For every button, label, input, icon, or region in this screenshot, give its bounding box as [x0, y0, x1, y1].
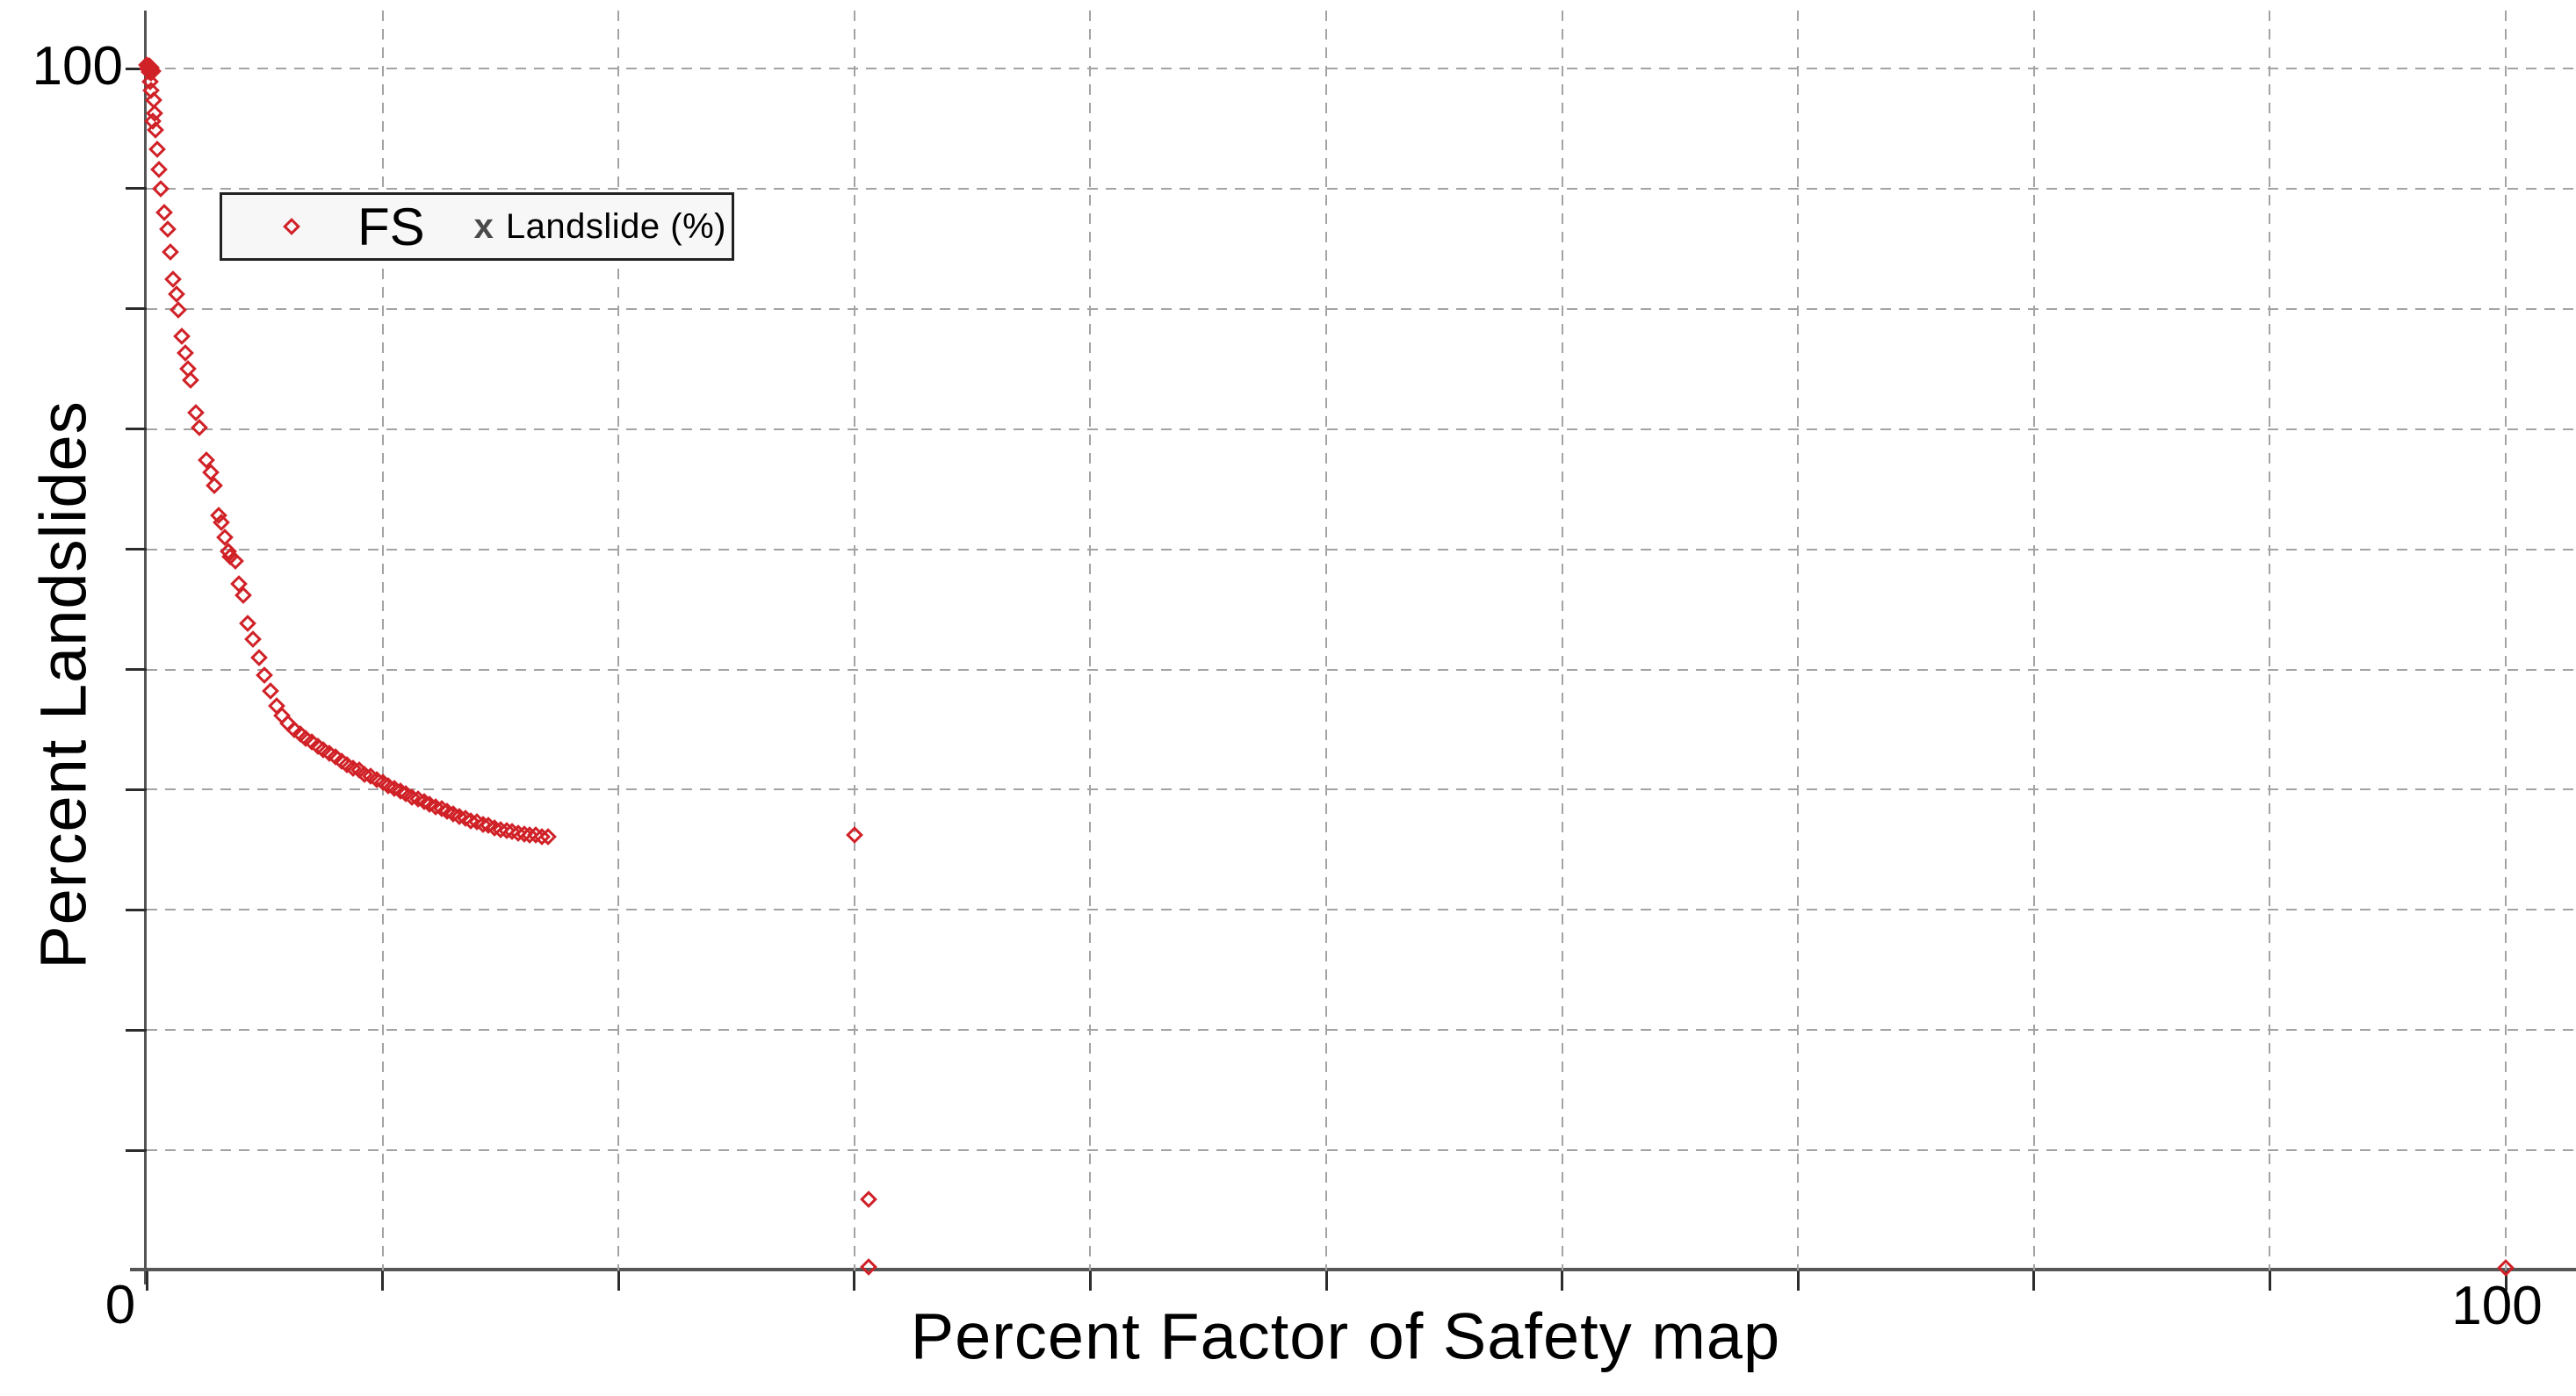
x-axis-tick [2032, 1271, 2036, 1291]
legend: FS x Landslide (%) [220, 192, 734, 261]
legend-fs-label: FS [357, 197, 425, 256]
y-axis-tick [126, 428, 147, 431]
gridline-horizontal [147, 788, 2576, 791]
gridline-horizontal [147, 1149, 2576, 1152]
data-point [860, 1191, 877, 1209]
gridline-horizontal [147, 428, 2576, 430]
data-point [249, 648, 268, 666]
gridline-vertical [2269, 11, 2271, 1270]
y-axis-tick [126, 1148, 147, 1152]
y-axis-line [144, 11, 147, 1284]
data-point [205, 477, 223, 494]
origin-tick-label: 0 [105, 1275, 136, 1335]
gridline-vertical [1561, 11, 1563, 1270]
gridline-horizontal [147, 187, 2576, 190]
y-axis-tick-label-100: 100 [32, 36, 123, 97]
x-axis-tick [2268, 1271, 2271, 1291]
gridline-horizontal [147, 68, 2576, 69]
data-point [161, 243, 179, 262]
gridline-horizontal [147, 668, 2576, 671]
x-axis-title: Percent Factor of Safety map [910, 1299, 1781, 1373]
x-axis-tick [1324, 1271, 1328, 1291]
data-point [148, 140, 166, 158]
gridline-horizontal [147, 1029, 2576, 1032]
y-axis-title: Percent Landslides [26, 400, 100, 969]
data-point [167, 285, 185, 304]
gridline-vertical [1797, 11, 1800, 1270]
x-axis-tick [145, 1271, 148, 1291]
data-point [155, 204, 174, 222]
y-axis-tick [126, 788, 147, 791]
gridline-vertical [1325, 11, 1327, 1270]
data-point [2497, 1259, 2515, 1277]
gridline-horizontal [147, 548, 2576, 550]
x-axis-tick [853, 1271, 856, 1291]
x-axis-tick [1088, 1271, 1092, 1291]
data-point [176, 344, 194, 363]
y-axis-tick [126, 67, 147, 70]
data-point [239, 615, 257, 633]
data-point [158, 220, 177, 239]
x-axis-tick [381, 1271, 385, 1291]
data-point [173, 327, 191, 346]
data-point [860, 1257, 877, 1276]
gridline-vertical [617, 11, 620, 1270]
data-point [191, 419, 209, 437]
x-axis-tick [617, 1271, 620, 1291]
data-point [187, 403, 206, 421]
gridline-horizontal [147, 909, 2576, 911]
gridline-vertical [2505, 11, 2507, 1270]
y-axis-tick [126, 668, 147, 671]
x-axis-line [130, 1268, 2576, 1271]
legend-x-icon: x [473, 207, 494, 246]
gridline-vertical [1089, 11, 1092, 1270]
data-point [170, 301, 188, 320]
data-point [215, 529, 234, 546]
gridline-vertical [2032, 11, 2035, 1270]
gridline-vertical [853, 11, 855, 1270]
gridline-vertical [381, 11, 384, 1270]
y-axis-tick [126, 908, 147, 911]
y-axis-tick [126, 1028, 147, 1032]
y-axis-tick [126, 548, 147, 551]
data-point [150, 161, 168, 178]
y-axis-tick [126, 307, 147, 311]
x-axis-tick [1796, 1271, 1800, 1291]
data-point [243, 630, 262, 649]
legend-landslide-label: Landslide (%) [505, 206, 726, 246]
x-axis-tick [2504, 1271, 2507, 1291]
x-axis-tick-label-100: 100 [2451, 1276, 2543, 1336]
legend-fs-diamond-icon [283, 218, 300, 235]
data-point [152, 179, 170, 198]
y-axis-tick [126, 187, 147, 191]
x-axis-tick [1561, 1271, 1564, 1291]
data-point [845, 826, 863, 845]
data-point [164, 270, 182, 288]
gridline-horizontal [147, 307, 2576, 310]
